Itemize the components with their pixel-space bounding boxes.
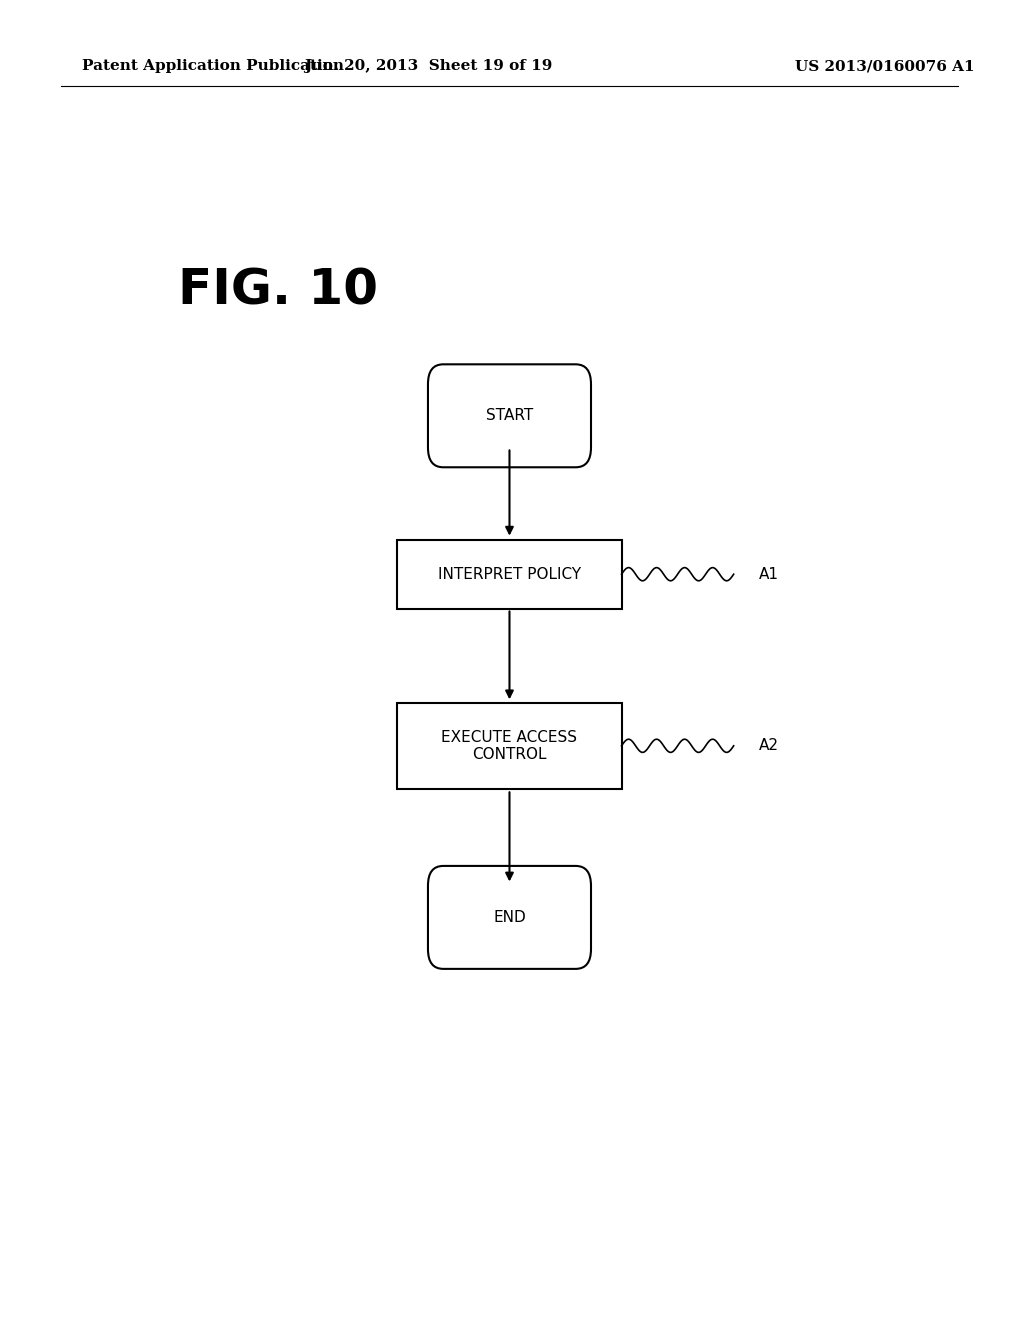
Text: Patent Application Publication: Patent Application Publication xyxy=(82,59,343,74)
Bar xyxy=(397,540,622,609)
Text: A2: A2 xyxy=(759,738,779,754)
Text: INTERPRET POLICY: INTERPRET POLICY xyxy=(438,566,581,582)
FancyBboxPatch shape xyxy=(428,364,591,467)
Text: END: END xyxy=(494,909,526,925)
Text: A1: A1 xyxy=(759,566,779,582)
Text: EXECUTE ACCESS
CONTROL: EXECUTE ACCESS CONTROL xyxy=(441,730,578,762)
Text: FIG. 10: FIG. 10 xyxy=(178,267,378,314)
Text: US 2013/0160076 A1: US 2013/0160076 A1 xyxy=(795,59,975,74)
Text: START: START xyxy=(485,408,534,424)
FancyBboxPatch shape xyxy=(428,866,591,969)
Bar xyxy=(397,704,622,789)
Text: Jun. 20, 2013  Sheet 19 of 19: Jun. 20, 2013 Sheet 19 of 19 xyxy=(304,59,552,74)
